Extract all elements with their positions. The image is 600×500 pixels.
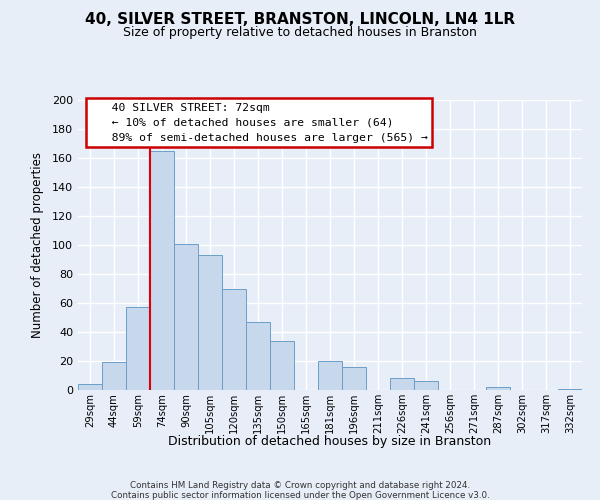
Text: Contains public sector information licensed under the Open Government Licence v3: Contains public sector information licen… — [110, 491, 490, 500]
Text: Distribution of detached houses by size in Branston: Distribution of detached houses by size … — [169, 435, 491, 448]
Text: 40, SILVER STREET, BRANSTON, LINCOLN, LN4 1LR: 40, SILVER STREET, BRANSTON, LINCOLN, LN… — [85, 12, 515, 28]
Bar — [198, 255, 222, 390]
Bar — [174, 244, 198, 390]
Bar — [558, 388, 582, 390]
Bar — [222, 288, 246, 390]
Bar — [414, 382, 438, 390]
Bar — [270, 340, 294, 390]
Bar — [342, 367, 366, 390]
Bar — [390, 378, 414, 390]
Y-axis label: Number of detached properties: Number of detached properties — [31, 152, 44, 338]
Bar — [126, 308, 150, 390]
Bar — [150, 151, 174, 390]
Bar — [246, 322, 270, 390]
Bar — [78, 384, 102, 390]
Bar — [318, 361, 342, 390]
Text: Size of property relative to detached houses in Branston: Size of property relative to detached ho… — [123, 26, 477, 39]
Text: 40 SILVER STREET: 72sqm
   ← 10% of detached houses are smaller (64)
   89% of s: 40 SILVER STREET: 72sqm ← 10% of detache… — [91, 103, 427, 142]
Text: Contains HM Land Registry data © Crown copyright and database right 2024.: Contains HM Land Registry data © Crown c… — [130, 481, 470, 490]
Bar — [486, 387, 510, 390]
Bar — [102, 362, 126, 390]
